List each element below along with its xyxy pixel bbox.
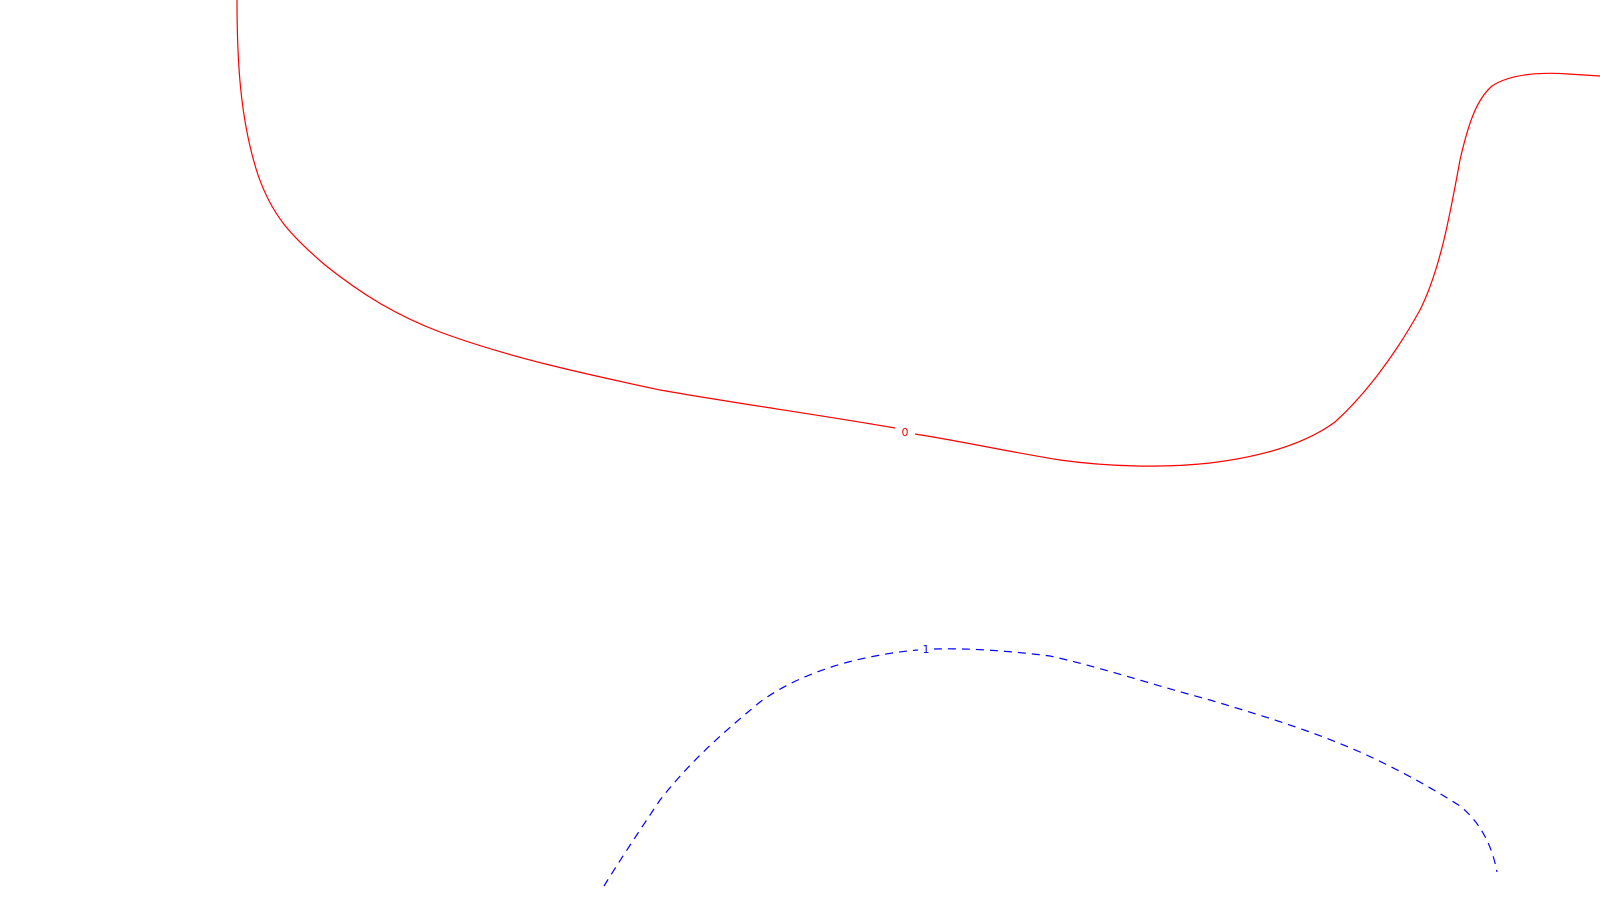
contour-1-line [933,648,1498,873]
contour-0-label: 0 [902,426,909,439]
contour-0-line [914,72,1600,467]
contour-1: 1 [603,643,1498,887]
contour-1-line [603,649,919,887]
contour-0: 0 [236,0,1600,467]
contour-1-label: 1 [923,643,930,656]
contour-0-line [236,0,896,429]
